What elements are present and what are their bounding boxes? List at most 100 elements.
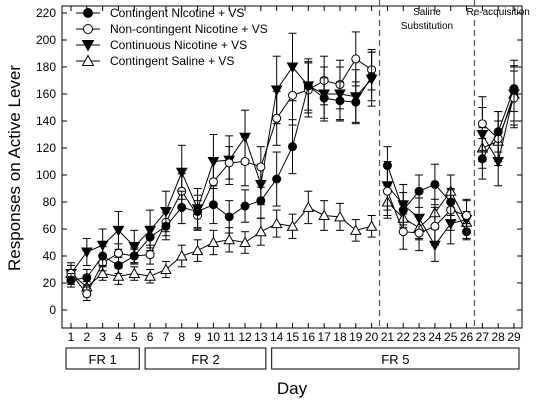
data-point: [224, 212, 234, 222]
x-tick-label: 16: [302, 330, 316, 344]
data-point: [302, 201, 315, 212]
data-point: [272, 174, 282, 184]
data-point: [66, 275, 76, 285]
x-tick-label: 14: [270, 330, 284, 344]
y-tick-label: 60: [43, 222, 57, 236]
y-tick-label: 200: [36, 33, 56, 47]
data-point: [255, 225, 267, 237]
x-tick-label: 19: [349, 330, 363, 344]
data-point: [81, 40, 95, 52]
data-point: [98, 251, 108, 261]
data-point: [382, 161, 392, 171]
data-point: [351, 54, 361, 64]
data-point: [160, 263, 172, 274]
data-point: [83, 24, 93, 34]
x-tick-label: 15: [286, 330, 300, 344]
x-tick-label: 25: [444, 330, 458, 344]
data-point: [256, 196, 266, 206]
data-point: [239, 236, 251, 247]
data-point: [351, 97, 361, 107]
data-point: [288, 142, 297, 152]
data-point: [145, 232, 155, 242]
data-point: [319, 93, 329, 103]
data-point: [398, 227, 408, 237]
y-tick-label: 140: [36, 114, 56, 128]
phase-annotation-label: Substitution: [401, 21, 453, 32]
data-point: [191, 244, 204, 256]
data-point: [112, 270, 125, 281]
phase-box-label: FR 2: [191, 352, 219, 367]
data-point: [477, 119, 487, 129]
legend-label: Non-contingent Nicotine + VS: [110, 22, 268, 36]
y-tick-label: 20: [43, 276, 57, 290]
phase-box: [271, 347, 520, 370]
x-tick-label: 6: [147, 330, 154, 344]
y-axis-label: Responses on Active Lever: [5, 65, 24, 271]
data-point: [193, 206, 203, 216]
data-point: [303, 81, 313, 91]
data-point: [96, 240, 109, 252]
series-line: [386, 165, 467, 232]
series-1: [66, 31, 519, 302]
x-tick-label: 1: [68, 330, 75, 344]
data-point: [80, 247, 93, 258]
data-point: [272, 113, 282, 123]
x-tick-label: 9: [194, 330, 201, 344]
x-tick-label: 28: [491, 330, 505, 344]
data-point: [175, 167, 188, 179]
x-tick-label: 3: [99, 330, 106, 344]
data-point: [175, 249, 188, 261]
data-point: [509, 84, 519, 94]
y-tick-label: 80: [43, 195, 57, 209]
phase-box-label: FR 5: [381, 352, 409, 367]
data-point: [208, 177, 218, 187]
x-tick-label: 8: [178, 330, 185, 344]
x-tick-label: 5: [131, 330, 138, 344]
data-point: [286, 220, 299, 231]
y-tick-label: 180: [36, 60, 56, 74]
data-point: [414, 228, 424, 238]
data-point: [462, 211, 472, 220]
data-point: [382, 186, 392, 196]
legend-label: Continuous Nicotine + VS: [110, 38, 247, 52]
phase-box: [144, 347, 267, 370]
data-point: [367, 71, 377, 81]
data-point: [335, 96, 345, 106]
series-layer: [65, 31, 520, 302]
data-point: [224, 158, 234, 168]
x-tick-label: 24: [428, 330, 442, 344]
data-point: [113, 248, 123, 258]
data-point: [446, 197, 456, 207]
data-point: [177, 202, 187, 212]
y-tick-label: 0: [49, 303, 56, 317]
data-point: [240, 201, 250, 211]
y-tick-label: 160: [36, 87, 56, 101]
data-point: [365, 220, 378, 231]
data-point: [82, 273, 92, 283]
data-point: [207, 236, 220, 247]
phase-box: [65, 347, 140, 370]
data-point: [208, 200, 218, 210]
y-tick-label: 220: [36, 6, 56, 20]
data-point: [145, 250, 155, 260]
x-tick-label: 27: [476, 330, 490, 344]
x-tick-label: 18: [333, 330, 347, 344]
phase-annotation-label: Re-acquisition: [466, 7, 529, 18]
phase-box-label: FR 1: [89, 352, 117, 367]
data-point: [240, 157, 250, 166]
x-tick-label: 22: [397, 330, 411, 344]
legend-label: Contingent Nicotine + VS: [110, 6, 244, 20]
x-tick-label: 29: [507, 330, 521, 344]
data-point: [398, 205, 408, 215]
data-point: [144, 270, 156, 281]
legend-label: Contingent Saline + VS: [110, 54, 234, 68]
y-tick-label: 120: [36, 141, 56, 155]
data-point: [334, 210, 346, 222]
x-tick-label: 23: [412, 330, 426, 344]
series-0: [66, 51, 519, 288]
x-tick-label: 10: [207, 330, 221, 344]
x-tick-label: 12: [238, 330, 252, 344]
data-point: [83, 8, 93, 18]
